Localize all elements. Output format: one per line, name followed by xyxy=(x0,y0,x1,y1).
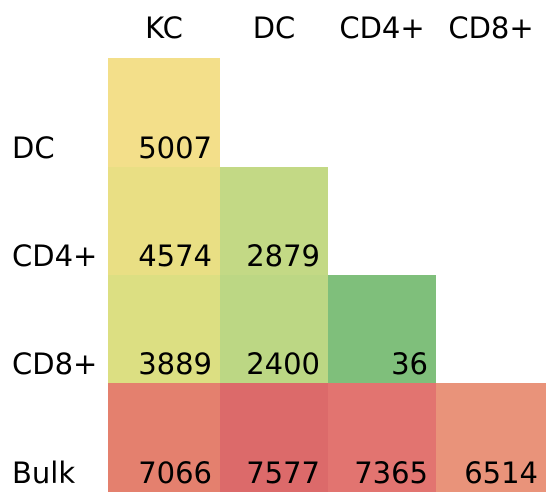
column-label: CD4+ xyxy=(339,11,424,45)
row-label: Bulk xyxy=(12,456,75,490)
row-label: CD4+ xyxy=(12,239,97,273)
cell xyxy=(220,383,328,492)
cell-value: 4574 xyxy=(138,239,212,273)
cell xyxy=(328,275,436,383)
cell-value: 5007 xyxy=(138,131,212,165)
cell-value: 7577 xyxy=(246,456,320,490)
cell-value: 2879 xyxy=(246,239,320,273)
cell xyxy=(108,275,220,383)
cell xyxy=(328,383,436,492)
cell-value: 7365 xyxy=(354,456,428,490)
column-label: KC xyxy=(145,11,183,45)
cell-value: 7066 xyxy=(138,456,212,490)
cell xyxy=(220,275,328,383)
cell xyxy=(108,167,220,275)
cell-value: 3889 xyxy=(138,347,212,381)
cell xyxy=(220,167,328,275)
cell-value: 36 xyxy=(391,347,428,381)
column-label: DC xyxy=(253,11,296,45)
cell xyxy=(108,383,220,492)
cell-value: 6514 xyxy=(464,456,538,490)
row-label: CD8+ xyxy=(12,347,97,381)
cell xyxy=(436,383,546,492)
row-label: DC xyxy=(12,131,55,165)
column-label: CD8+ xyxy=(448,11,533,45)
cell-value: 2400 xyxy=(246,347,320,381)
cell xyxy=(108,58,220,167)
